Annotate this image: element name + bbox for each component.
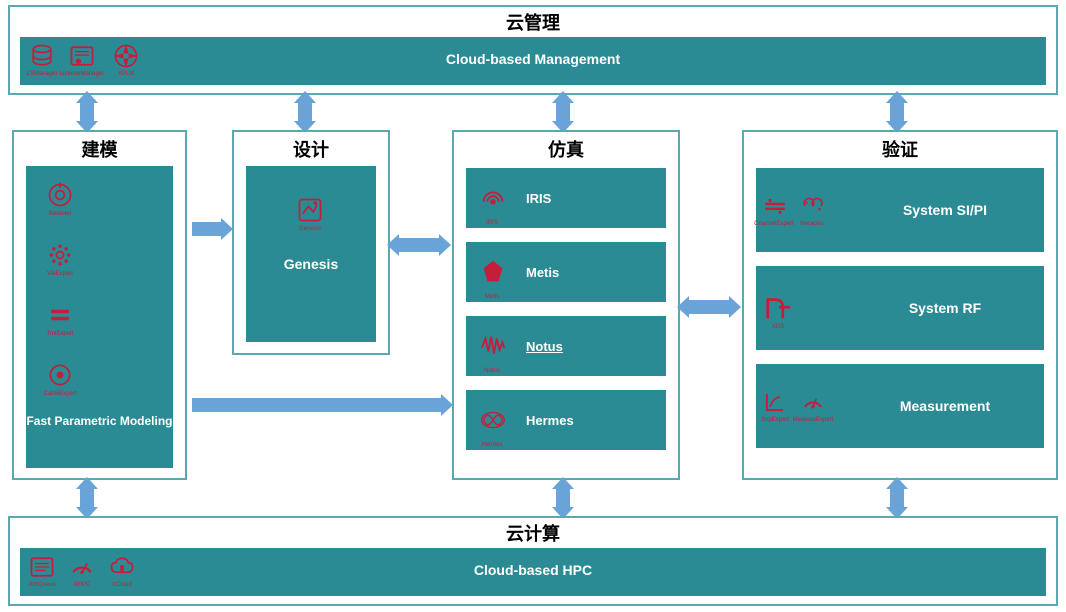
imodeler-label: iModeler xyxy=(36,211,84,217)
simulation-box: 仿真 IRIS IRIS Metis Metis Notus Notus Her… xyxy=(452,130,680,480)
arrow-top-3 xyxy=(556,102,570,122)
xds-icon xyxy=(764,294,794,324)
cloud-hpc-box: 云计算 Cloud-based HPC JobQueue XHPC XCloud xyxy=(8,516,1058,606)
sim-notus-label: Notus xyxy=(526,339,563,354)
xhpc-label: XHPC xyxy=(62,582,102,588)
simulation-title-cn: 仿真 xyxy=(454,136,678,162)
arrow-sim-ver xyxy=(688,300,730,314)
licensemanager-label: LicenseManager xyxy=(58,71,106,77)
sim-hermes-label: Hermes xyxy=(526,413,574,428)
cableexpert-icon xyxy=(46,361,74,389)
arrow-top-1 xyxy=(80,102,94,122)
tmlexpert-icon xyxy=(46,301,74,329)
ver-rf-label: System RF xyxy=(846,300,1044,316)
arrow-bot-1 xyxy=(80,488,94,508)
cloud-hpc-title-cn: 云计算 xyxy=(10,520,1056,546)
viaexpert-label: ViaExpert xyxy=(36,271,84,277)
arrow-bot-4 xyxy=(890,488,904,508)
heracles-label: Heracles xyxy=(792,221,832,227)
measureexpert-icon xyxy=(800,389,826,415)
modeling-inner: iModeler ViaExpert TmlExpert CableExpert… xyxy=(24,164,175,470)
design-title-cn: 设计 xyxy=(234,136,388,162)
xds-label: XDS xyxy=(758,324,798,330)
xcloud-label: XCloud xyxy=(100,582,144,588)
imodeler-icon xyxy=(46,181,74,209)
design-box: 设计 Genesis Genesis xyxy=(232,130,390,355)
tmlexpert-label: TmlExpert xyxy=(36,331,84,337)
genesis-icon-label: Genesis xyxy=(286,226,334,232)
arrow-design-sim xyxy=(398,238,440,252)
jobqueue-icon xyxy=(28,553,56,581)
iris-icon xyxy=(478,183,508,213)
verification-box: 验证 ChannelExpert Heracles System SI/PI X… xyxy=(742,130,1058,480)
metis-icon xyxy=(478,257,508,287)
cloud-mgmt-box: 云管理 Cloud-based Management LSManager Lic… xyxy=(8,5,1058,95)
ver-item-sipi: ChannelExpert Heracles System SI/PI xyxy=(754,166,1046,254)
cloud-mgmt-title-en: Cloud-based Management xyxy=(20,51,1046,67)
design-item: Genesis xyxy=(246,256,376,272)
measureexpert-label: MeasureExpert xyxy=(788,417,838,423)
modeling-title-cn: 建模 xyxy=(14,136,185,162)
sim-metis-label: Metis xyxy=(526,265,559,280)
arrow-top-4 xyxy=(890,102,904,122)
channelexpert-icon xyxy=(762,193,788,219)
genesis-icon xyxy=(296,196,324,224)
ver-meas-label: Measurement xyxy=(846,398,1044,414)
lsmanager-icon xyxy=(28,42,56,70)
modeling-title-en: Fast Parametric Modeling xyxy=(26,414,173,430)
notus-icon xyxy=(478,331,508,361)
xplm-label: XPLM xyxy=(104,71,148,77)
design-inner: Genesis Genesis xyxy=(244,164,378,344)
xhpc-icon xyxy=(68,553,96,581)
arrow-model-design xyxy=(192,222,222,236)
hermes-icon-label: Hermes xyxy=(472,442,512,448)
arrow-bot-3 xyxy=(556,488,570,508)
notus-icon-label: Notus xyxy=(472,368,512,374)
metis-icon-label: Metis xyxy=(472,294,512,300)
cloud-hpc-inner: Cloud-based HPC xyxy=(18,546,1048,598)
snpexpert-icon xyxy=(762,389,788,415)
cableexpert-label: CableExpert xyxy=(34,391,86,397)
cloud-hpc-title-en: Cloud-based HPC xyxy=(20,562,1046,578)
ver-item-meas: SnpExpert MeasureExpert Measurement xyxy=(754,362,1046,450)
iris-icon-label: IRIS xyxy=(472,220,512,226)
ver-item-rf: XDS System RF xyxy=(754,264,1046,352)
modeling-box: 建模 iModeler ViaExpert TmlExpert CableExp… xyxy=(12,130,187,480)
xcloud-icon xyxy=(108,553,136,581)
licensemanager-icon xyxy=(68,42,96,70)
jobqueue-label: JobQueue xyxy=(20,582,64,588)
channelexpert-label: ChannelExpert xyxy=(752,221,796,227)
sim-iris-label: IRIS xyxy=(526,191,551,206)
cloud-mgmt-title-cn: 云管理 xyxy=(10,9,1056,35)
cloud-mgmt-inner: Cloud-based Management xyxy=(18,35,1048,87)
xplm-icon xyxy=(112,42,140,70)
verification-title-cn: 验证 xyxy=(744,136,1056,162)
arrow-top-2 xyxy=(298,102,312,122)
heracles-icon xyxy=(800,193,826,219)
viaexpert-icon xyxy=(46,241,74,269)
arrow-model-sim xyxy=(192,398,442,412)
hermes-icon xyxy=(478,405,508,435)
ver-sipi-label: System SI/PI xyxy=(846,202,1044,218)
